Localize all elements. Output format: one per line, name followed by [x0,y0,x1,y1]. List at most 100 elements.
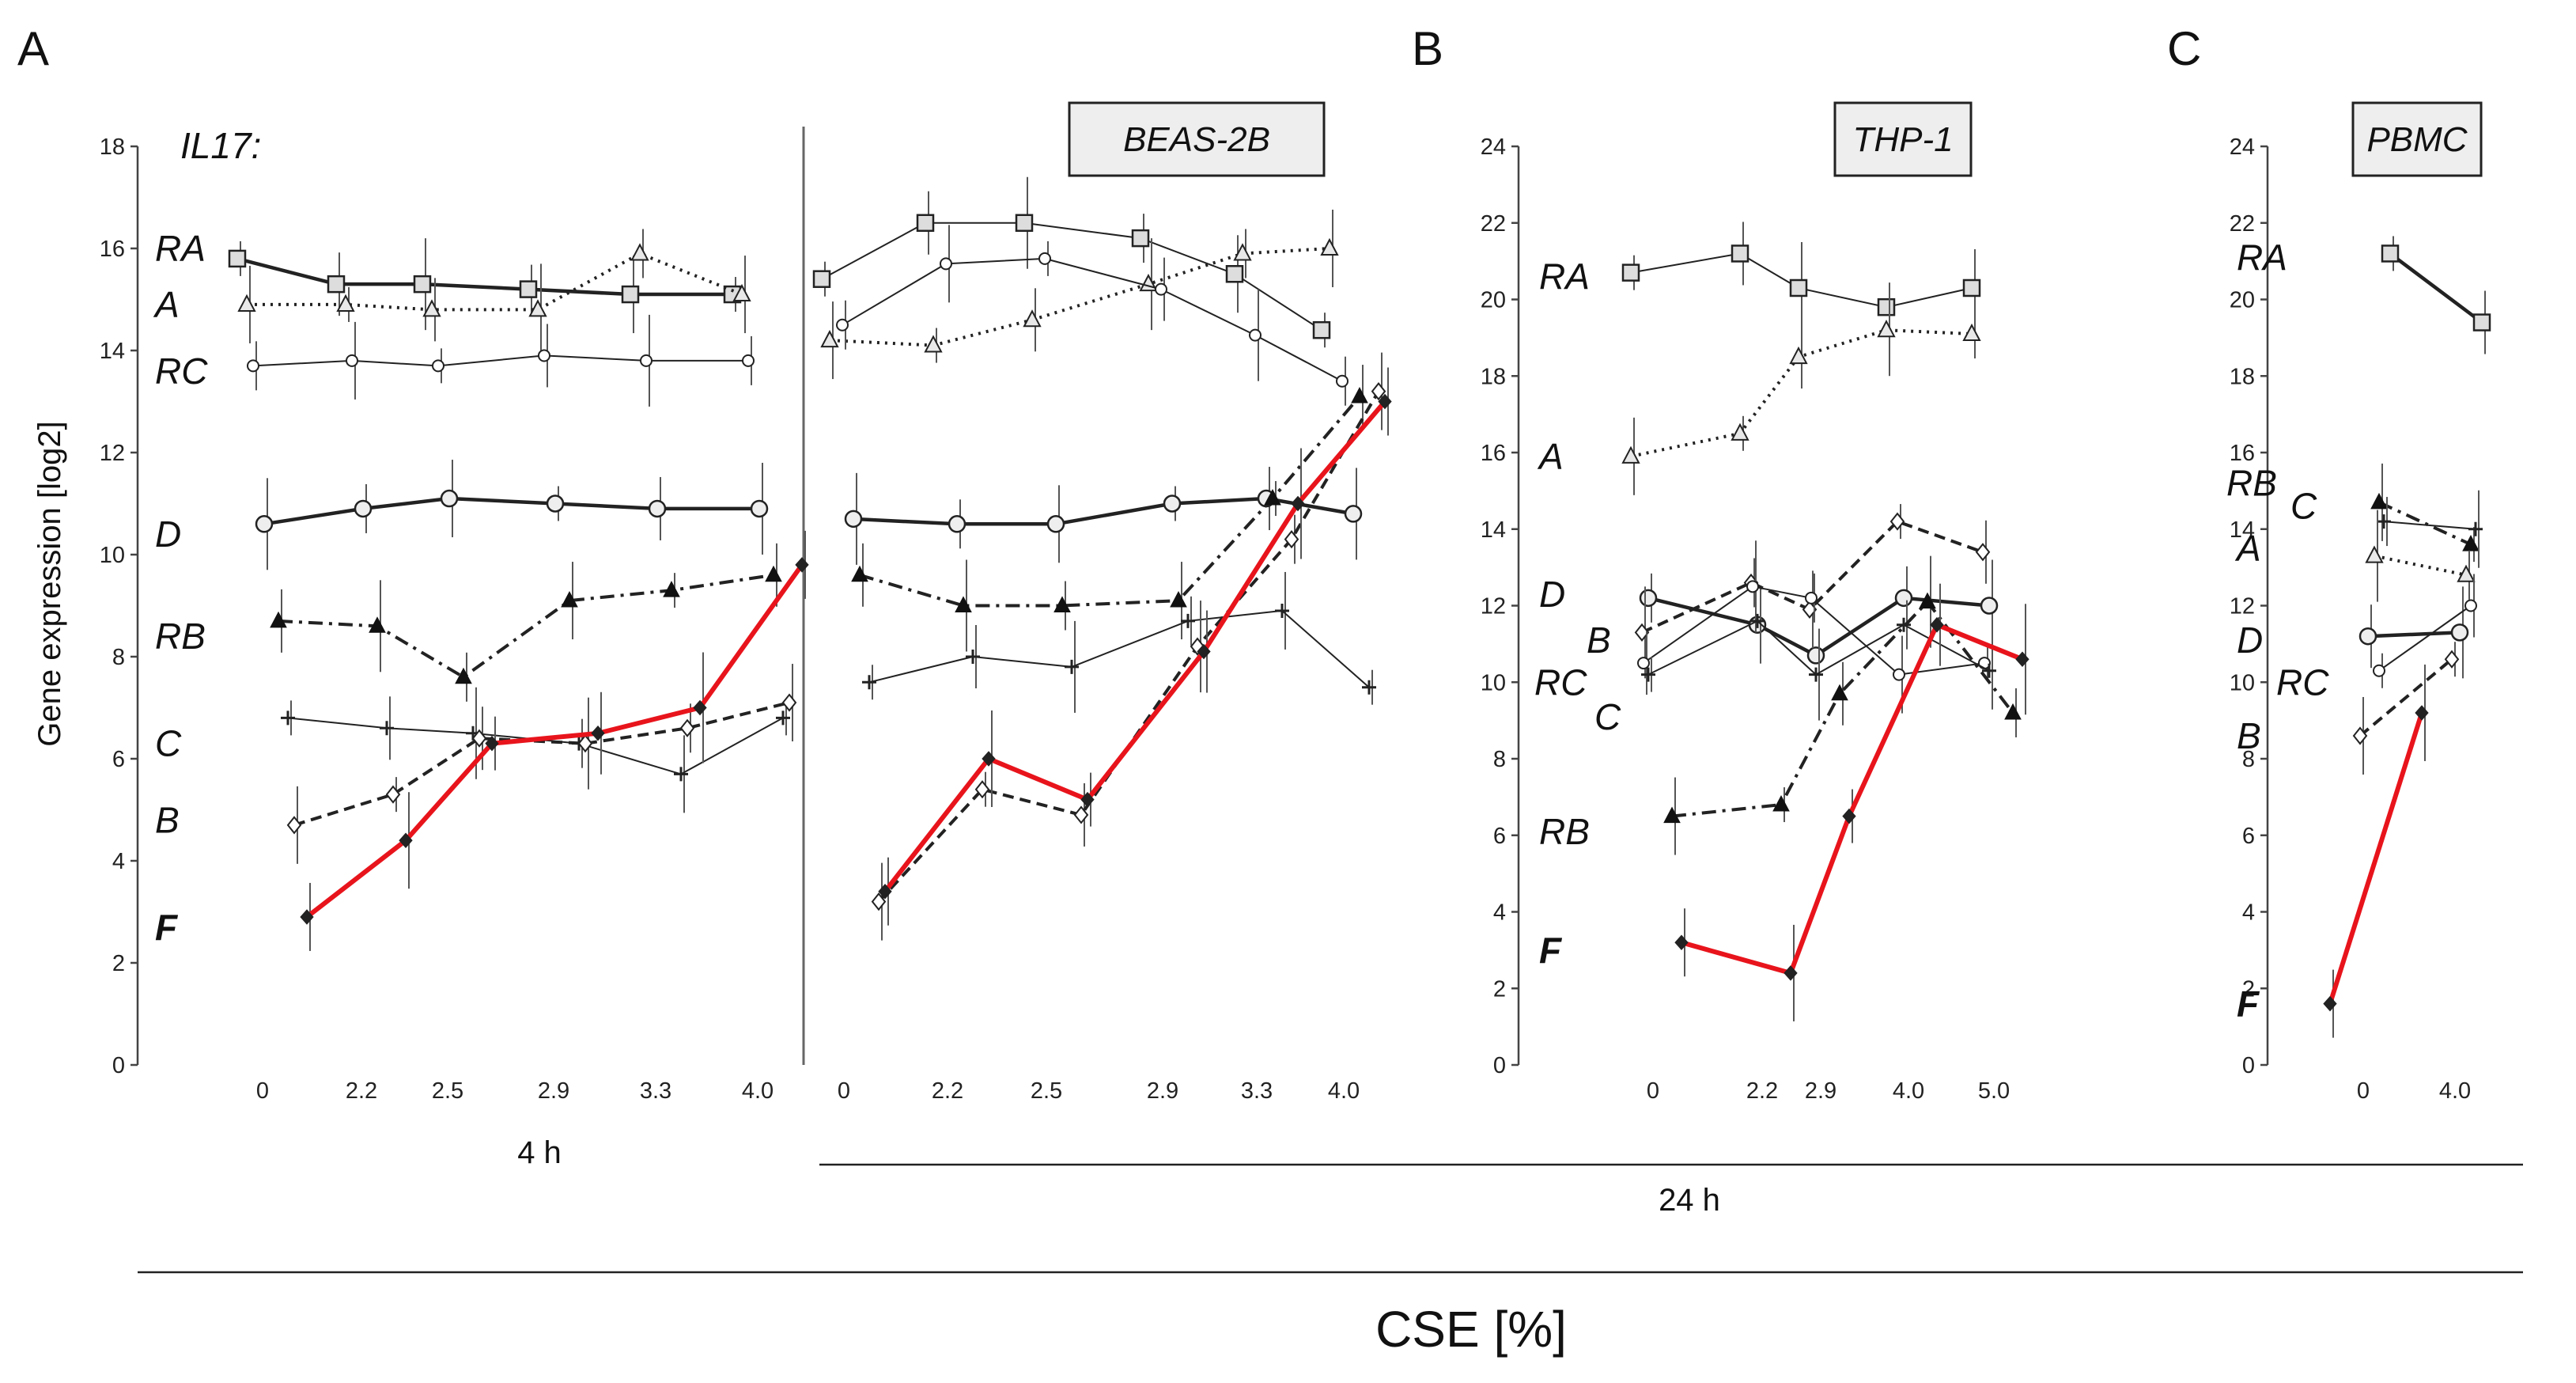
panel-a-4h-series-b [286,664,797,864]
panel-a-24h-line-d [853,496,1354,526]
panel-a-24h-point-rc [940,257,952,271]
panel-a-24h-point-a [1320,237,1339,256]
panel-a-4h-point-f [591,725,605,741]
panel-a-4h-point-f [399,832,413,848]
panel-c-y-tick-label: 12 [2230,594,2255,620]
panel-a-24h-point-f [1378,393,1392,410]
panel-a-4h-x-tick-label: 0 [256,1078,269,1104]
panel-a-4h-point-ra [519,280,538,298]
panel-b-point-rb [1663,806,1681,824]
panel-a-24h-series-c [862,571,1376,713]
panel-a-24h-point-ra [1225,265,1244,283]
panel-b-point-ra [1621,263,1640,282]
panel-a-24h-point-a [820,329,839,348]
panel-c-series-ra [2381,236,2491,354]
panel-b-point-d [1639,589,1658,608]
panel-b-series-b [1634,504,1991,679]
panel-c-point-a [2457,564,2476,582]
panel-b-point-c [1750,613,1765,628]
panel-c-y-tick-label: 16 [2230,441,2255,466]
panel-a-4h-point-f [693,699,707,716]
panel-b-point-a [1962,323,1981,342]
panel-b-point-f [1784,965,1798,981]
panel-c-point-rc [2464,599,2477,612]
panel-a-4h-point-rb [765,565,782,582]
panel-b-point-a [1731,422,1749,441]
panel-a-24h-point-b [1371,381,1386,401]
panel-a-24h-point-d [844,510,863,529]
panel-a-curve-label-c: C [155,723,182,764]
panel-b-point-b [1889,512,1905,531]
y-axis-label: Gene expression [log2] [32,421,67,746]
panel-a-24h-point-rc [1336,374,1349,388]
panel-c-point-b [2352,726,2368,745]
panel-a-4h-point-b [471,729,487,748]
panel-a-4h-point-f [795,557,809,573]
panel-c-line-d [2367,631,2461,638]
panel-c-point-f [2323,995,2337,1012]
panel-c-curve-label-rc: RC [2276,661,2329,703]
panel-c-y-tick-label: 10 [2230,670,2255,695]
panel-b-point-d [1806,646,1825,665]
panel-a-24h-point-ra [1312,320,1331,339]
panel-b-point-b [1634,623,1650,642]
time-label-24h: 24 h [1659,1183,1720,1218]
panel-c-point-c [2468,521,2483,536]
panel-a-4h-point-c [281,710,295,726]
panel-b-point-ra [1789,278,1808,297]
panel-a-4h-x-tick-label: 2.2 [346,1078,377,1104]
panel-a-24h-point-c [1362,680,1376,695]
panel-c-series-a [2365,510,2476,602]
panel-a-4h-point-a [630,243,649,261]
panel-a-y-tick-label: 4 [112,849,125,874]
panel-a-24h-x-tick-label: 2.2 [932,1078,963,1104]
panel-a-4h-line-ra [236,256,732,297]
panel-b-y-tick-label: 12 [1481,594,1506,620]
panel-b-point-rc [1805,591,1818,604]
panel-b-point-ra [1962,278,1981,297]
panel-a-4h-point-b [679,718,695,737]
panel-c-curve-label-rb: RB [2226,463,2277,504]
panel-b-line-rb [1671,600,2014,818]
panel-a-y-tick-label: 14 [100,339,125,364]
panel-b-y-tick-label: 0 [1493,1053,1506,1078]
panel-b-point-rb [1919,592,1936,609]
panel-a-4h-point-rc [247,359,259,373]
panel-b-y-tick-label: 8 [1493,747,1506,772]
panel-c-series-b [2352,642,2460,775]
panel-a-4h-point-b [286,816,302,835]
panel-c-y-tick-label: 24 [2230,135,2255,160]
panel-b-point-a [1877,320,1896,338]
panel-a-4h-point-rc [432,359,444,373]
panel-a-4h-point-rc [742,354,755,367]
panel-b-x-ticks: 0 2.2 2.9 4.0 5.0 [1647,1078,2010,1104]
panel-b-curve-label-c: C [1594,696,1621,737]
panel-b-point-rb [2004,703,2022,720]
cell-line-box-pbmc: PBMC [2351,101,2483,177]
gene-label: IL17: [180,125,261,166]
panel-label-c: C [2167,22,2201,75]
panel-a-y-axis: 0 2 4 6 8 10 12 14 16 18 [100,135,139,1078]
panel-b-curve-label-a: A [1537,436,1564,477]
panel-b-curve-label-ra: RA [1539,256,1590,297]
panel-a-4h-point-ra [327,275,346,294]
panel-a-24h-point-rb [1170,590,1187,608]
panel-a-4h-line-c [287,717,784,775]
panel-b-series-rb [1663,555,2022,855]
panel-b-point-f [2015,651,2029,667]
panel-c-curve-label-c: C [2290,486,2317,527]
cell-line-box-beas2b: BEAS-2B [1068,101,1326,177]
panel-a-4h-x-tick-label: 2.5 [432,1078,463,1104]
panel-a-4h-point-rc [538,349,550,362]
panel-b-y-tick-label: 4 [1493,900,1506,926]
x-axis-label: CSE [%] [1375,1301,1567,1358]
panel-b-y-tick-label: 18 [1481,364,1506,389]
panel-b-point-rb [1772,794,1790,812]
panel-a-y-tick-label: 2 [112,951,125,976]
panel-a-y-tick-label: 8 [112,645,125,670]
panel-a-y-tick-label: 16 [100,237,125,262]
panel-a-curve-label-f: F [155,907,179,948]
panel-b-point-rc [1637,657,1650,670]
panel-b-point-d [1980,597,1999,615]
